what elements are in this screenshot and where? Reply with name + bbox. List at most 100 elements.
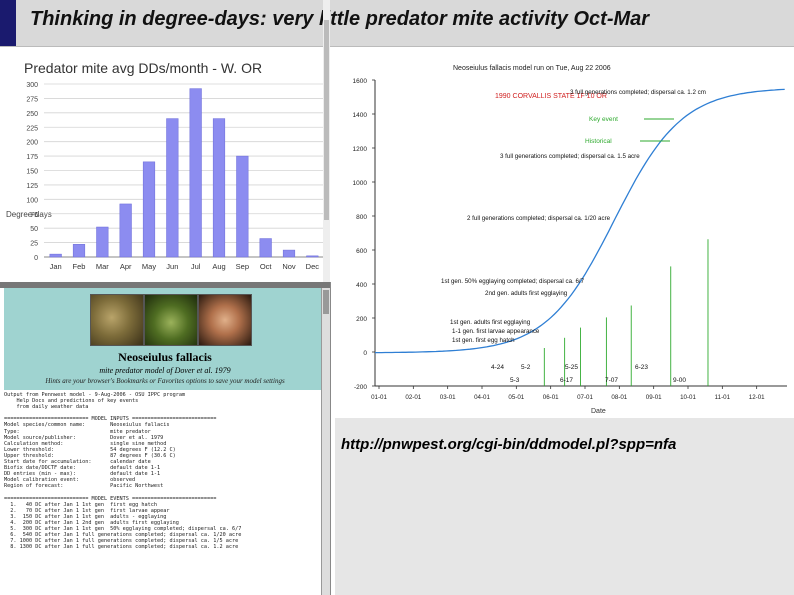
webpage-model-output: Output from Pennwest model - 9-Aug-2006 …: [4, 392, 242, 551]
line-chart-annotation: 3 full generations completed; dispersal …: [500, 153, 640, 160]
legend-entry: Key event: [589, 116, 618, 123]
bar-jul: [189, 88, 202, 258]
bar-nov: [282, 249, 296, 258]
bar-chart-ytick-label: 0: [34, 255, 38, 262]
line-chart-ytick-label: 600: [356, 248, 367, 255]
bar-apr: [119, 203, 132, 258]
line-chart-xtick-label: 02-01: [405, 394, 421, 401]
line-chart-ytick-label: 1400: [353, 112, 368, 119]
bar-chart-ytick-label: 175: [26, 154, 38, 161]
webpage-scroll-thumb[interactable]: [323, 290, 329, 314]
model-run-line-chart: Neoseiulus fallacis model run on Tue, Au…: [335, 58, 792, 416]
line-chart-xtick-label: 01-01: [371, 394, 387, 401]
bar-chart-ytick-label: 75: [30, 212, 38, 219]
bar-chart-ytick-label: 200: [26, 140, 38, 147]
line-chart-ytick-label: 1600: [353, 78, 368, 85]
mite-photo-2: [144, 294, 198, 346]
event-date-label: 5-25: [565, 364, 578, 371]
bar-chart-ytick-label: 300: [26, 82, 38, 89]
bar-chart-ytick-label: 225: [26, 125, 38, 132]
line-chart-ytick-label: -200: [354, 384, 367, 391]
model-webpage-screenshot: Neoseiulus fallacis mite predator model …: [0, 282, 331, 595]
webpage-top-bar: [0, 282, 330, 288]
chart-panel-scroll-thumb[interactable]: [324, 20, 329, 220]
bar-feb: [72, 244, 86, 258]
line-chart-annotation: 2 full generations completed; dispersal …: [467, 215, 611, 222]
line-chart-xtick-label: 09-01: [646, 394, 662, 401]
webpage-banner: Neoseiulus fallacis mite predator model …: [4, 288, 326, 390]
webpage-subheading: mite predator model of Dover et al. 1979: [99, 366, 231, 375]
event-date-label: 6-17: [560, 377, 573, 384]
event-date-label: 6-23: [635, 364, 648, 371]
bar-chart-title: Predator mite avg DDs/month - W. OR: [24, 60, 262, 76]
bar-chart-ytick-label: 275: [26, 96, 38, 103]
slide-title-bar: Thinking in degree-days: very little pre…: [0, 0, 794, 47]
mite-photo-1: [90, 294, 144, 346]
bar-sep: [236, 155, 249, 258]
event-date-label: 7-07: [605, 377, 618, 384]
legend-entry: Historical: [585, 138, 612, 145]
line-chart-ytick-label: 400: [356, 282, 367, 289]
line-chart-ytick-label: 1200: [353, 146, 368, 153]
chart-panel-scrollbar[interactable]: [323, 0, 330, 282]
bar-chart-xtick-label: Apr: [120, 262, 132, 271]
line-chart-ytick-label: 800: [356, 214, 367, 221]
line-chart-xtick-label: 07-01: [577, 394, 593, 401]
line-chart-xtick-label: 03-01: [440, 394, 456, 401]
bar-jun: [166, 118, 179, 258]
bar-jan: [49, 253, 62, 258]
line-chart-xtick-label: 04-01: [474, 394, 490, 401]
line-chart-annotation: 1-1 gen. first larvae appearance: [452, 328, 540, 335]
line-chart-xtick-label: 06-01: [543, 394, 559, 401]
bar-mar: [96, 226, 109, 258]
line-chart-title: Neoseiulus fallacis model run on Tue, Au…: [453, 65, 611, 72]
bar-chart-ytick-label: 250: [26, 111, 38, 118]
line-chart-xtick-label: 08-01: [611, 394, 627, 401]
url-panel: http://pnwpest.org/cgi-bin/ddmodel.pl?sp…: [335, 418, 794, 595]
line-chart-annotation: 2nd gen. adults first egglaying: [485, 290, 568, 297]
bar-chart-ylabel: Degree-days: [6, 210, 52, 219]
line-chart-xtick-label: 12-01: [749, 394, 765, 401]
mite-photo-3: [198, 294, 252, 346]
bar-chart-xtick-label: May: [142, 262, 156, 271]
degree-day-curve: [375, 88, 785, 354]
bar-chart-ytick-label: 50: [30, 226, 38, 233]
bar-chart-xtick-label: Sep: [236, 262, 249, 271]
event-date-label: 5-2: [521, 364, 531, 371]
bar-chart-xtick-label: Mar: [96, 262, 109, 271]
bar-may: [142, 161, 156, 258]
event-date-label: 5-3: [510, 377, 520, 384]
bar-chart-ytick-label: 125: [26, 183, 38, 190]
bar-dec: [306, 255, 319, 258]
line-chart-header: 1990 CORVALLIS STATE 1F 10 OR: [495, 93, 607, 100]
bar-oct: [259, 238, 272, 258]
bar-aug: [212, 118, 226, 258]
bar-chart-ytick-label: 100: [26, 197, 38, 204]
bar-chart-xtick-label: Nov: [282, 262, 296, 271]
event-date-label: 4-24: [491, 364, 504, 371]
bar-chart-xtick-label: Oct: [260, 262, 273, 271]
line-chart-ytick-label: 200: [356, 316, 367, 323]
line-chart-ytick-label: 1000: [353, 180, 368, 187]
bar-chart-xtick-label: Aug: [212, 262, 225, 271]
model-url-link[interactable]: http://pnwpest.org/cgi-bin/ddmodel.pl?sp…: [341, 436, 677, 453]
webpage-note: Hints are your browser's Bookmarks or Fa…: [45, 377, 285, 385]
bar-chart-xtick-label: Jul: [191, 262, 201, 271]
line-chart-annotation: 1st gen. adults first egglaying: [450, 319, 531, 326]
bar-chart-xtick-label: Dec: [306, 262, 320, 271]
bar-chart-ytick-label: 150: [26, 169, 38, 176]
line-chart-xlabel: Date: [591, 408, 606, 415]
line-chart-xtick-label: 11-01: [715, 394, 731, 401]
line-chart-ytick-label: 0: [363, 350, 367, 357]
bar-chart-ytick-label: 25: [30, 241, 38, 248]
line-chart-annotation: 1st gen. first egg hatch: [452, 337, 515, 344]
bar-chart-xtick-label: Jun: [166, 262, 178, 271]
slide-title: Thinking in degree-days: very little pre…: [30, 8, 650, 30]
line-chart-xtick-label: 05-01: [508, 394, 524, 401]
line-chart-xtick-label: 10-01: [680, 394, 696, 401]
bar-chart-xtick-label: Jan: [50, 262, 62, 271]
webpage-scrollbar[interactable]: [321, 288, 330, 595]
line-chart-annotation: 1st gen. 50% egglaying completed; disper…: [441, 278, 585, 285]
line-chart-annotation: 3 full generations completed; dispersal …: [570, 89, 706, 96]
webpage-heading: Neoseiulus fallacis: [118, 350, 212, 364]
